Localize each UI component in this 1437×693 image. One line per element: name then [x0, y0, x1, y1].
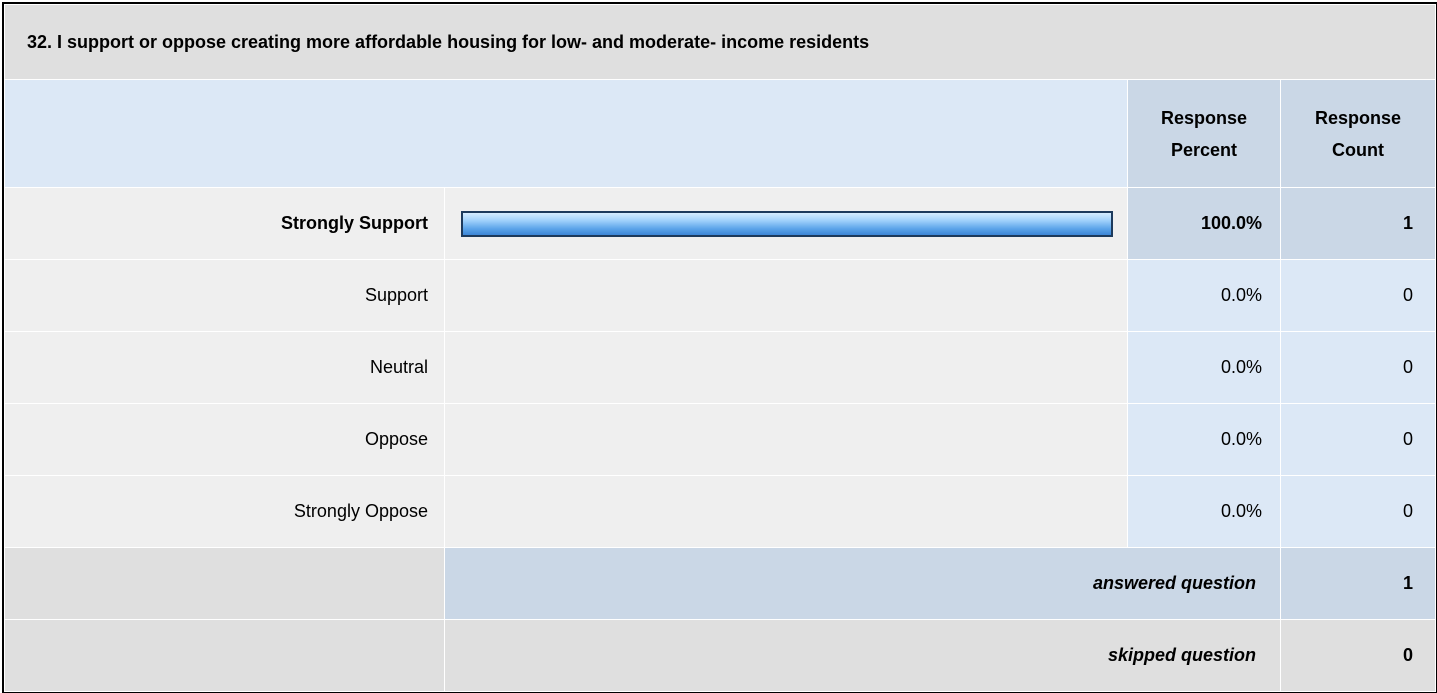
answer-label: Support — [4, 259, 445, 332]
bar-cell — [444, 475, 1128, 548]
bar-cell — [444, 403, 1128, 476]
skipped-question-label: skipped question — [444, 619, 1281, 692]
table-row: Strongly Support 100.0% 1 — [4, 187, 1436, 260]
response-percent-value: 0.0% — [1127, 331, 1281, 404]
table-row: Oppose 0.0% 0 — [4, 403, 1436, 476]
bar-track — [461, 427, 1113, 453]
skipped-blank — [4, 619, 445, 692]
response-count-value: 0 — [1280, 475, 1436, 548]
response-count-header: Response Count — [1280, 79, 1436, 188]
answer-rows: Strongly Support 100.0% 1 Support 0.0% 0 Neutr… — [4, 187, 1436, 548]
question-title: 32. I support or oppose creating more af… — [4, 4, 1436, 80]
bar-strongly-support — [461, 210, 1113, 237]
bar-track — [461, 210, 1113, 237]
skipped-question-value: 0 — [1280, 619, 1436, 692]
response-count-value: 0 — [1280, 331, 1436, 404]
table-row: Strongly Oppose 0.0% 0 — [4, 475, 1436, 548]
header-blank — [4, 79, 1128, 188]
percent-header-line2: Percent — [1170, 139, 1238, 160]
count-header-line2: Count — [1332, 139, 1384, 160]
bar-cell — [444, 187, 1128, 260]
bar-track — [461, 283, 1113, 309]
response-table: 32. I support or oppose creating more af… — [4, 4, 1436, 692]
response-percent-value: 100.0% — [1127, 187, 1281, 260]
answer-label: Strongly Support — [4, 187, 445, 260]
count-header-line1: Response — [1314, 107, 1402, 128]
answer-label: Oppose — [4, 403, 445, 476]
bar-cell — [444, 331, 1128, 404]
bar-track — [461, 355, 1113, 381]
table-row: Neutral 0.0% 0 — [4, 331, 1436, 404]
response-count-value: 1 — [1280, 187, 1436, 260]
percent-header-line1: Response — [1160, 107, 1248, 128]
response-percent-value: 0.0% — [1127, 403, 1281, 476]
answered-question-label: answered question — [444, 547, 1281, 620]
bar-cell — [444, 259, 1128, 332]
answer-label: Neutral — [4, 331, 445, 404]
response-count-value: 0 — [1280, 259, 1436, 332]
response-count-value: 0 — [1280, 403, 1436, 476]
answered-question-value: 1 — [1280, 547, 1436, 620]
response-percent-value: 0.0% — [1127, 475, 1281, 548]
bar-track — [461, 499, 1113, 525]
answer-label: Strongly Oppose — [4, 475, 445, 548]
answered-blank — [4, 547, 445, 620]
response-percent-header: Response Percent — [1127, 79, 1281, 188]
table-row: Support 0.0% 0 — [4, 259, 1436, 332]
response-percent-value: 0.0% — [1127, 259, 1281, 332]
